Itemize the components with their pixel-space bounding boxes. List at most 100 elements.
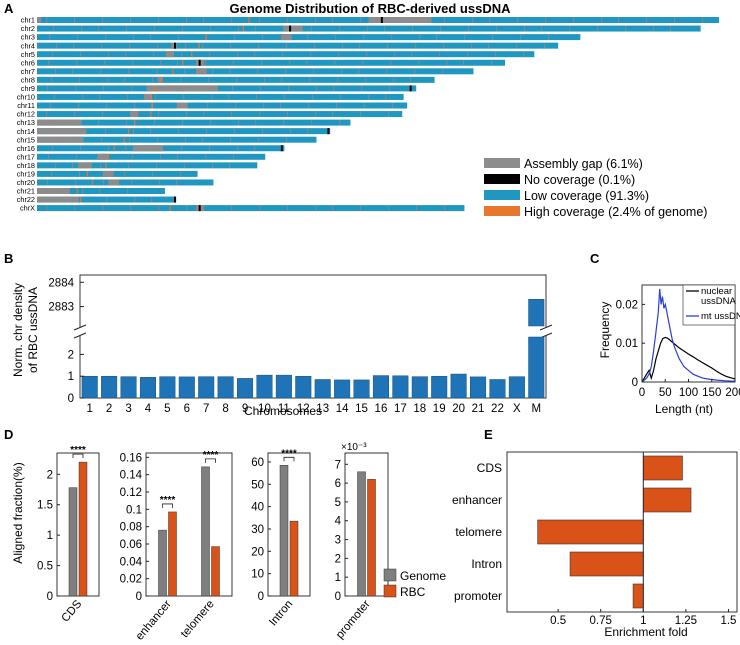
gap-tick [263,102,265,109]
gap-tick [102,17,104,23]
gap-tick [385,93,387,100]
x-tick-label: 50 [659,387,672,399]
gap-tick [55,68,57,75]
gap-tick [106,102,108,109]
assembly-gap-segment [102,170,114,177]
gap-tick [72,162,74,169]
gap-tick [132,59,134,66]
chromosome-label: chr6 [21,58,35,67]
gap-tick [207,102,209,109]
gap-tick [440,25,442,32]
y-tick-label: 4 [335,516,342,528]
gap-tick [98,119,100,126]
y-tick-label: 6 [335,478,341,490]
assembly-gap-segment [108,179,120,186]
no-coverage-segment [280,145,283,152]
gap-tick [124,170,126,177]
chromosome-bars: chr1chr2chr3chr4chr5chr6chr7chr8chr9chr1… [17,16,719,213]
significance-label: **** [281,448,297,459]
gap-tick [229,68,231,75]
x-tick-label: 0.5 [550,615,566,627]
gap-tick [255,25,257,32]
gap-tick [74,205,76,212]
chromosome-label: chr18 [17,161,35,170]
gap-tick [49,34,51,41]
gap-tick [314,42,316,49]
y-tick-label: 0.02 [616,299,638,311]
subplot-cds: 0 0.5 1 1.5 2 CDS **** [37,445,100,625]
gap-tick [54,93,56,100]
gap-tick [548,34,550,41]
no-coverage-segment [198,205,201,212]
gap-tick [150,128,152,135]
gap-tick [332,111,334,118]
gap-tick [541,25,543,32]
panel-a-genome-distribution: A Genome Distribution of RBC-derived uss… [4,1,719,219]
gap-tick [287,111,289,118]
legend-label: High coverage (2.4% of genome) [524,205,707,219]
chromosome-row-chr10: chr10 [17,93,404,102]
low-coverage-segment [37,179,214,186]
y-tick-label: 2 [335,553,341,565]
y-tick-label: 1.5 [37,500,53,512]
gap-tick [416,205,418,212]
gap-tick [310,51,312,58]
legend-label: ussDNA [701,296,737,307]
x-tick-label: 7 [203,403,209,415]
gap-tick [52,145,54,152]
density-bar [314,379,331,399]
low-coverage-segment [37,42,559,49]
gap-tick [315,17,317,23]
gap-tick [362,59,364,66]
gap-tick [74,111,76,118]
gap-tick [415,42,417,49]
x-tick-label: 22 [491,403,504,415]
high-coverage-segment [80,196,82,203]
x-tick-label: 20 [452,403,465,415]
y-tick-label: 0.08 [120,522,142,534]
chromosome-label: chr19 [17,170,35,179]
assembly-gap-segment [195,68,207,75]
panel-d-aligned-fraction: D Aligned fraction(%) 00.511.52CDS****00… [4,427,446,643]
gap-tick [211,93,213,100]
chromosome-label: chr13 [17,118,35,127]
subplot-enhancer-telomere: 0 0.02 0.04 0.06 0.08 0.1 0.12 0.14 0.16 enhancer… [120,450,233,643]
gap-tick [100,68,102,75]
gap-tick [333,85,335,92]
gap-tick [208,76,210,83]
chromosome-label: chr12 [17,110,35,119]
gap-tick [205,59,207,66]
gap-tick [160,59,162,66]
gap-tick [124,76,126,83]
gap-tick [202,42,204,49]
low-coverage-segment [37,68,474,75]
low-coverage-segment [37,119,351,126]
rbc-bar [78,461,88,597]
gap-tick [280,102,282,109]
chromosome-label: chr20 [17,178,35,187]
y-tick-label: 30 [251,524,264,536]
gap-tick [338,51,340,58]
axis-break-gap-right [540,327,552,336]
gap-tick [82,188,84,194]
gap-tick [492,34,494,41]
gap-tick [282,51,284,58]
gap-tick [339,119,341,126]
gap-tick [262,128,264,135]
y-tick-label: 50 [251,479,264,491]
gap-tick [152,170,154,177]
y-tick-label: 0.06 [120,539,142,551]
panel-e-enrichment-fold: E CDS enhancer telomere Intron promoter 0.5 0.… [452,427,738,639]
assembly-gap-segment [146,85,218,92]
gap-tick [48,153,50,160]
low-coverage-segment [37,205,465,212]
assembly-gap-segment [132,145,164,152]
enrichment-bar [642,487,692,513]
gap-tick [472,17,474,23]
density-bar [139,377,156,399]
gap-tick [156,162,158,169]
gap-tick [182,119,184,126]
legend-item: Assembly gap (6.1%) [484,157,643,171]
gap-tick [258,136,260,143]
